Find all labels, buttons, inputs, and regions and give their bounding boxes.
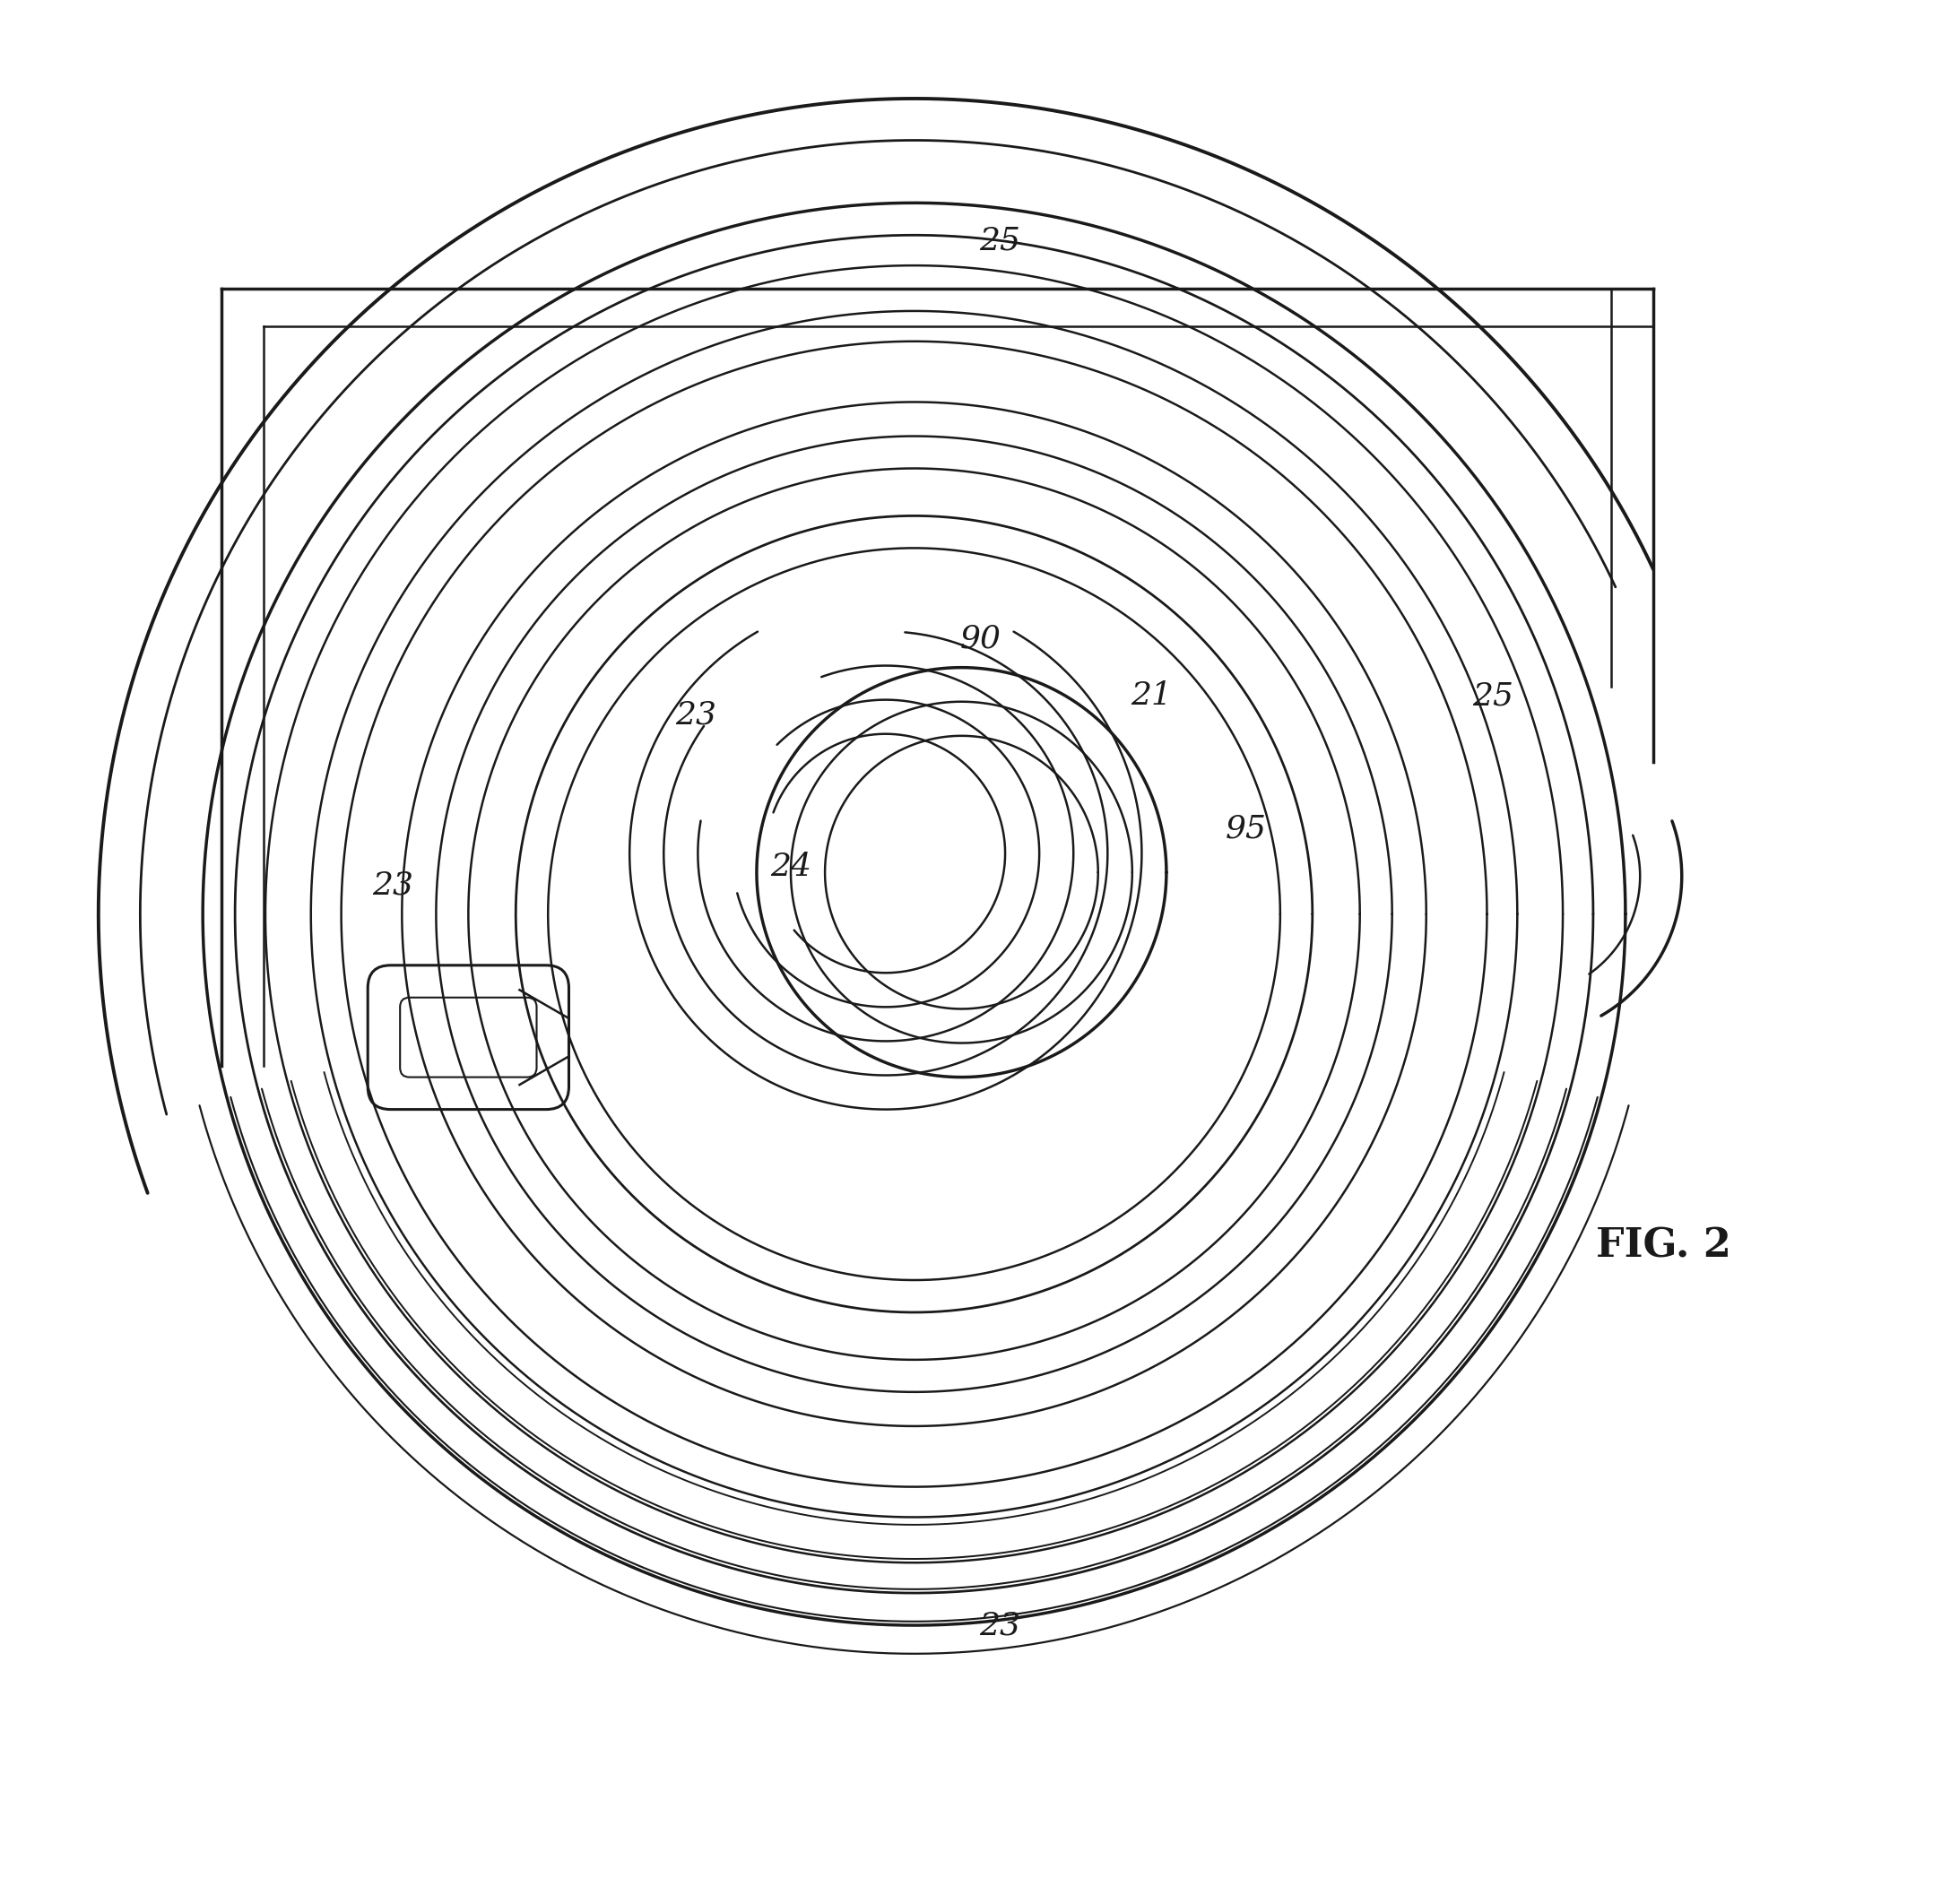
Text: 25: 25 [979, 225, 1020, 255]
Text: 23: 23 [676, 699, 717, 729]
Text: 23: 23 [371, 870, 414, 901]
Text: 23: 23 [979, 1611, 1020, 1641]
Text: 90: 90 [959, 625, 1002, 655]
Text: 95: 95 [1225, 813, 1266, 843]
Text: 25: 25 [1472, 682, 1513, 712]
Text: 24: 24 [771, 851, 812, 882]
Text: FIG. 2: FIG. 2 [1596, 1226, 1730, 1266]
Text: 21: 21 [1130, 682, 1171, 712]
